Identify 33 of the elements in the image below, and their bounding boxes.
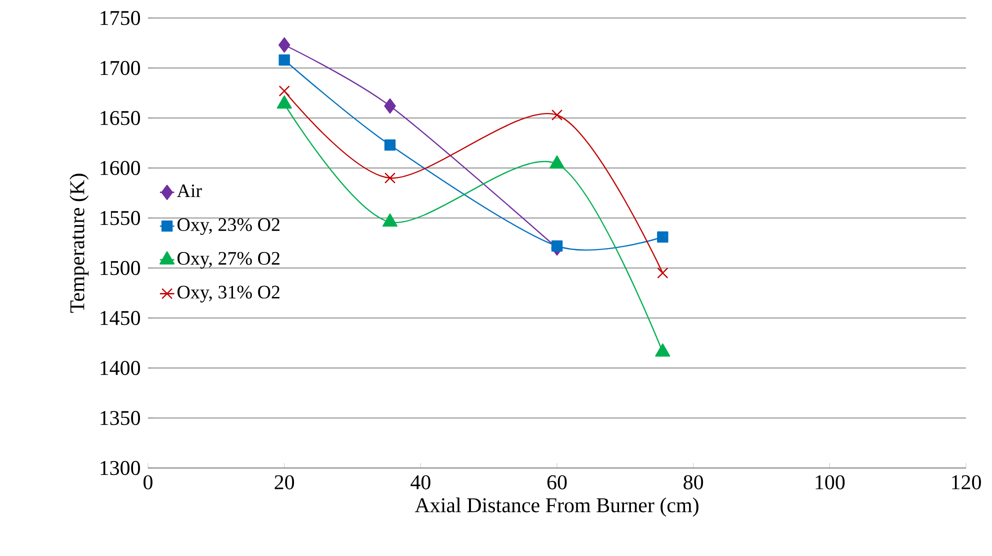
point [278, 85, 290, 97]
point [384, 98, 396, 114]
y-tick-label: 1700 [100, 60, 140, 76]
y-axis-title: Temperature (K) [70, 174, 89, 313]
x-tick-label: 80 [684, 475, 704, 490]
x-tick-label: 20 [274, 475, 294, 490]
point [551, 109, 563, 121]
y-tick-label: 1600 [100, 160, 140, 176]
legend-label: Air [176, 184, 202, 198]
x-tick-label: 0 [144, 475, 152, 490]
x-tick-label: 100 [816, 475, 845, 490]
point [551, 240, 563, 252]
y-tick-label: 1650 [100, 110, 140, 126]
x-tick-label: 60 [547, 475, 567, 490]
y-tick-label: 1300 [100, 460, 140, 476]
legend-label: Oxy, 23% O2 [178, 218, 280, 235]
point [278, 37, 290, 53]
y-tick-label: 1500 [100, 260, 140, 276]
y-tick-label: 1350 [100, 410, 140, 426]
y-tick-label: 1400 [100, 360, 140, 376]
point [657, 231, 668, 243]
point [384, 172, 396, 184]
x-axis-title: Axial Distance From Burner (cm) [414, 498, 698, 517]
y-tick-label: 1550 [100, 210, 140, 226]
point [657, 267, 668, 279]
point [278, 54, 290, 66]
x-tick-label: 120 [952, 475, 981, 490]
y-tick-label: 1750 [100, 10, 140, 26]
legend-label: Oxy, 31% O2 [178, 286, 280, 302]
legend-label: Oxy, 27% O2 [178, 252, 280, 269]
point [384, 139, 396, 151]
x-tick-label: 40 [410, 475, 430, 490]
y-tick-label: 1450 [100, 310, 140, 326]
